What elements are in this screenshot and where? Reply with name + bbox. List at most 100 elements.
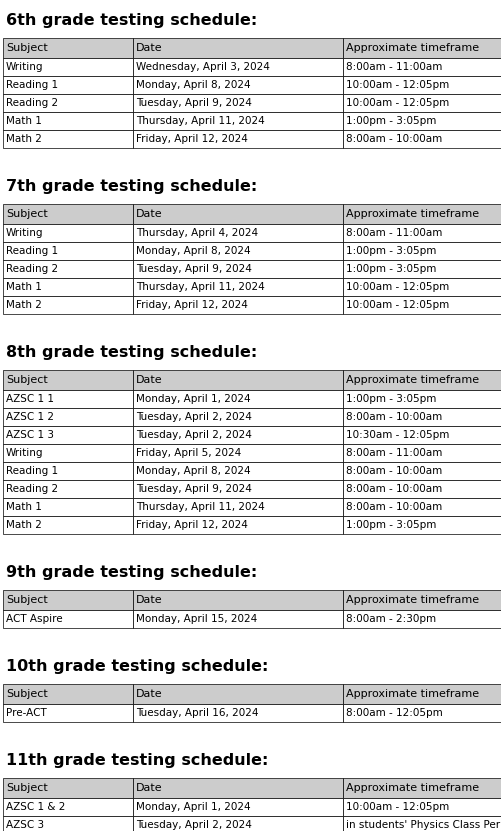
Text: 7th grade testing schedule:: 7th grade testing schedule:	[6, 179, 257, 194]
Text: 8:00am - 11:00am: 8:00am - 11:00am	[345, 448, 441, 458]
Bar	[3, 130, 133, 148]
Text: AZSC 1 2: AZSC 1 2	[6, 412, 54, 422]
Bar	[342, 590, 501, 610]
Text: Tuesday, April 9, 2024: Tuesday, April 9, 2024	[136, 264, 252, 274]
Text: 8:00am - 2:30pm: 8:00am - 2:30pm	[345, 614, 435, 624]
Text: 9th grade testing schedule:: 9th grade testing schedule:	[6, 566, 257, 581]
Text: 10:00am - 12:05pm: 10:00am - 12:05pm	[345, 300, 448, 310]
Bar	[133, 704, 342, 722]
Bar	[342, 480, 501, 498]
Bar	[3, 58, 133, 76]
Bar	[133, 498, 342, 516]
Text: 8:00am - 11:00am: 8:00am - 11:00am	[345, 62, 441, 72]
Bar	[133, 462, 342, 480]
Text: Math 1: Math 1	[6, 502, 42, 512]
Bar	[3, 704, 133, 722]
Text: Thursday, April 11, 2024: Thursday, April 11, 2024	[136, 502, 264, 512]
Text: in students' Physics Class Period: in students' Physics Class Period	[345, 820, 501, 830]
Bar	[342, 370, 501, 390]
Text: Math 2: Math 2	[6, 134, 42, 144]
Text: Date: Date	[136, 209, 162, 219]
Text: Approximate timeframe: Approximate timeframe	[345, 375, 478, 385]
Text: Date: Date	[136, 43, 162, 53]
Text: 8:00am - 12:05pm: 8:00am - 12:05pm	[345, 708, 442, 718]
Bar	[133, 260, 342, 278]
Bar	[342, 38, 501, 58]
Bar	[133, 426, 342, 444]
Text: Thursday, April 11, 2024: Thursday, April 11, 2024	[136, 282, 264, 292]
Bar	[133, 204, 342, 224]
Bar	[342, 816, 501, 831]
Bar	[133, 296, 342, 314]
Bar	[342, 76, 501, 94]
Text: 1:00pm - 3:05pm: 1:00pm - 3:05pm	[345, 520, 435, 530]
Bar	[3, 204, 133, 224]
Text: Subject: Subject	[6, 43, 48, 53]
Bar	[133, 798, 342, 816]
Bar	[133, 480, 342, 498]
Bar	[133, 590, 342, 610]
Bar	[133, 684, 342, 704]
Text: Monday, April 8, 2024: Monday, April 8, 2024	[136, 466, 250, 476]
Text: AZSC 1 3: AZSC 1 3	[6, 430, 54, 440]
Bar	[3, 76, 133, 94]
Bar	[133, 444, 342, 462]
Text: 8:00am - 11:00am: 8:00am - 11:00am	[345, 228, 441, 238]
Bar	[342, 278, 501, 296]
Bar	[133, 516, 342, 534]
Text: Friday, April 5, 2024: Friday, April 5, 2024	[136, 448, 241, 458]
Text: 8:00am - 10:00am: 8:00am - 10:00am	[345, 466, 441, 476]
Text: Subject: Subject	[6, 375, 48, 385]
Bar	[133, 408, 342, 426]
Bar	[3, 516, 133, 534]
Bar	[133, 58, 342, 76]
Bar	[133, 242, 342, 260]
Text: 8th grade testing schedule:: 8th grade testing schedule:	[6, 346, 257, 361]
Text: Approximate timeframe: Approximate timeframe	[345, 43, 478, 53]
Text: Subject: Subject	[6, 595, 48, 605]
Text: 1:00pm - 3:05pm: 1:00pm - 3:05pm	[345, 264, 435, 274]
Text: ACT Aspire: ACT Aspire	[6, 614, 63, 624]
Bar	[342, 444, 501, 462]
Text: 10:00am - 12:05pm: 10:00am - 12:05pm	[345, 98, 448, 108]
Text: 10:00am - 12:05pm: 10:00am - 12:05pm	[345, 802, 448, 812]
Bar	[3, 816, 133, 831]
Bar	[133, 370, 342, 390]
Bar	[3, 224, 133, 242]
Text: 8:00am - 10:00am: 8:00am - 10:00am	[345, 412, 441, 422]
Bar	[3, 370, 133, 390]
Bar	[3, 38, 133, 58]
Text: Friday, April 12, 2024: Friday, April 12, 2024	[136, 134, 247, 144]
Bar	[3, 260, 133, 278]
Text: Subject: Subject	[6, 689, 48, 699]
Text: 11th grade testing schedule:: 11th grade testing schedule:	[6, 754, 268, 769]
Text: Writing: Writing	[6, 62, 44, 72]
Bar	[342, 798, 501, 816]
Bar	[3, 390, 133, 408]
Text: Monday, April 8, 2024: Monday, April 8, 2024	[136, 80, 250, 90]
Bar	[342, 610, 501, 628]
Bar	[342, 224, 501, 242]
Text: Monday, April 15, 2024: Monday, April 15, 2024	[136, 614, 257, 624]
Bar	[342, 462, 501, 480]
Text: Approximate timeframe: Approximate timeframe	[345, 595, 478, 605]
Text: Writing: Writing	[6, 448, 44, 458]
Bar	[133, 112, 342, 130]
Bar	[3, 278, 133, 296]
Bar	[3, 242, 133, 260]
Text: AZSC 3: AZSC 3	[6, 820, 44, 830]
Text: Reading 1: Reading 1	[6, 80, 58, 90]
Bar	[342, 204, 501, 224]
Text: Date: Date	[136, 595, 162, 605]
Text: Thursday, April 4, 2024: Thursday, April 4, 2024	[136, 228, 258, 238]
Text: Date: Date	[136, 783, 162, 793]
Bar	[3, 444, 133, 462]
Bar	[342, 296, 501, 314]
Text: Date: Date	[136, 375, 162, 385]
Bar	[3, 112, 133, 130]
Text: Pre-ACT: Pre-ACT	[6, 708, 47, 718]
Text: 1:00pm - 3:05pm: 1:00pm - 3:05pm	[345, 116, 435, 126]
Bar	[342, 130, 501, 148]
Text: 10:30am - 12:05pm: 10:30am - 12:05pm	[345, 430, 448, 440]
Bar	[3, 462, 133, 480]
